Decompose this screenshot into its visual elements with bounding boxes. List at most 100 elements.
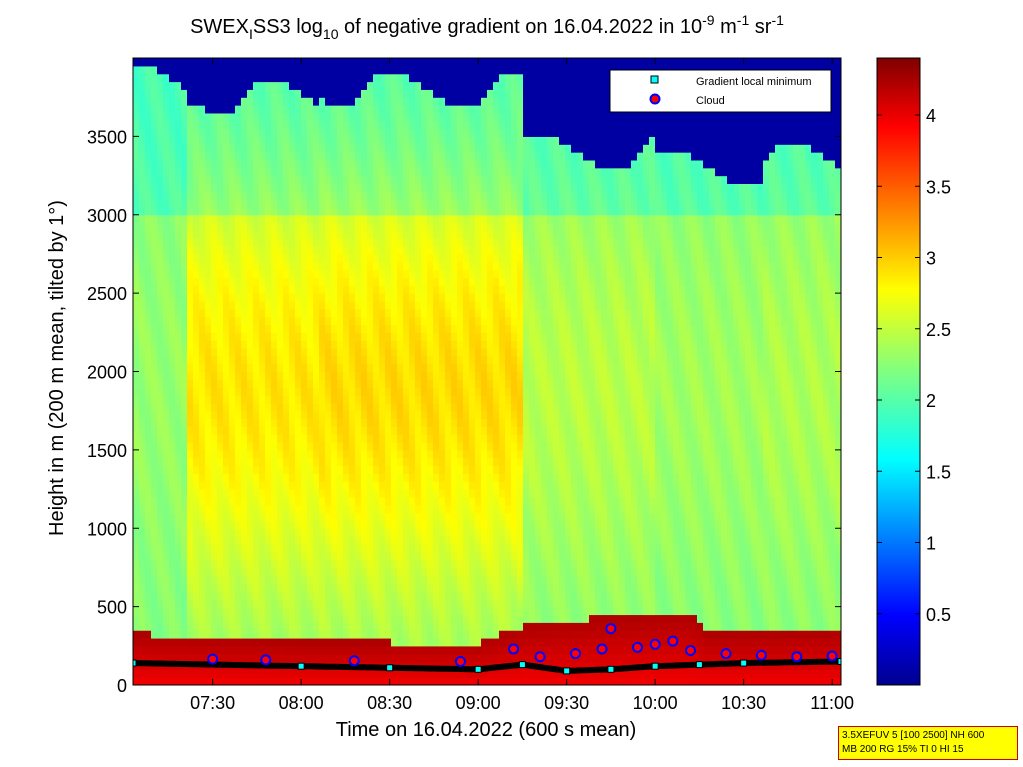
heatmap-cell xyxy=(499,481,506,490)
heatmap-cell xyxy=(379,128,386,137)
heatmap-cell xyxy=(175,332,182,341)
heatmap-cell xyxy=(145,81,152,90)
heatmap-cell xyxy=(379,175,386,184)
heatmap-cell xyxy=(451,144,458,153)
heatmap-cell xyxy=(301,316,308,326)
heatmap-cell xyxy=(175,402,182,412)
heatmap-cell xyxy=(487,246,494,255)
heatmap-cell xyxy=(361,238,368,247)
heatmap-cell xyxy=(169,489,176,498)
heatmap-cell xyxy=(427,379,434,388)
heatmap-cell xyxy=(175,58,182,67)
heatmap-cell xyxy=(349,136,356,145)
heatmap-cell xyxy=(379,261,386,271)
heatmap-cell xyxy=(349,677,356,685)
heatmap-cell xyxy=(199,371,206,380)
heatmap-cell xyxy=(217,159,224,169)
heatmap-cell xyxy=(337,481,344,490)
heatmap-cell xyxy=(277,536,284,545)
heatmap-cell xyxy=(283,504,290,514)
heatmap-cell xyxy=(445,536,452,545)
heatmap-cell xyxy=(373,637,380,647)
heatmap-cell xyxy=(451,442,458,451)
heatmap-cell xyxy=(493,583,500,592)
heatmap-cell xyxy=(331,105,338,114)
heatmap-cell xyxy=(355,112,362,122)
heatmap-cell xyxy=(193,551,200,561)
heatmap-cell xyxy=(253,112,260,122)
heatmap-cell xyxy=(373,73,380,83)
heatmap-cell xyxy=(133,418,140,427)
heatmap-cell xyxy=(205,559,212,569)
heatmap-cell xyxy=(433,152,440,161)
heatmap-cell xyxy=(475,528,482,537)
heatmap-cell xyxy=(163,191,170,200)
heatmap-cell xyxy=(403,293,410,302)
heatmap-cell xyxy=(355,457,362,467)
heatmap-cell xyxy=(427,465,434,474)
heatmap-cell xyxy=(241,97,248,106)
heatmap-cell xyxy=(379,504,386,514)
heatmap-cell xyxy=(475,387,482,396)
heatmap-cell xyxy=(331,159,338,169)
heatmap-cell xyxy=(427,575,434,584)
heatmap-cell xyxy=(313,253,320,263)
heatmap-cell xyxy=(433,630,440,639)
heatmap-cell xyxy=(409,340,416,349)
heatmap-cell xyxy=(193,559,200,569)
heatmap-cell xyxy=(151,559,158,569)
heatmap-cell xyxy=(223,277,230,286)
heatmap-cell xyxy=(361,144,368,153)
heatmap-cell xyxy=(409,449,416,459)
heatmap-cell xyxy=(253,253,260,263)
heatmap-cell xyxy=(163,206,170,216)
heatmap-cell xyxy=(157,559,164,569)
heatmap-cell xyxy=(163,379,170,388)
heatmap-cell xyxy=(427,167,434,177)
heatmap-cell xyxy=(313,332,320,341)
heatmap-cell xyxy=(445,434,452,443)
heatmap-cell xyxy=(301,512,308,522)
heatmap-cell xyxy=(361,253,368,263)
heatmap-cell xyxy=(265,442,272,451)
heatmap-cell xyxy=(259,387,266,396)
heatmap-cell xyxy=(289,152,296,161)
heatmap-cell xyxy=(385,395,392,404)
heatmap-cell xyxy=(463,308,470,318)
heatmap-cell xyxy=(379,340,386,349)
heatmap-cell xyxy=(271,481,278,490)
heatmap-cell xyxy=(481,481,488,490)
heatmap-cell xyxy=(367,543,374,553)
heatmap-cell xyxy=(277,285,284,294)
heatmap-cell xyxy=(139,81,146,90)
heatmap-cell xyxy=(229,669,236,678)
heatmap-cell xyxy=(487,355,494,365)
heatmap-cell xyxy=(403,222,410,232)
heatmap-cell xyxy=(493,551,500,561)
heatmap-cell xyxy=(133,551,140,561)
heatmap-cell xyxy=(397,653,404,663)
heatmap-cell xyxy=(451,316,458,326)
heatmap-cell xyxy=(307,159,314,169)
heatmap-cell xyxy=(427,630,434,639)
heatmap-cell xyxy=(175,214,182,224)
heatmap-cell xyxy=(487,199,494,208)
heatmap-cell xyxy=(289,426,296,435)
heatmap-cell xyxy=(331,285,338,294)
heatmap-cell xyxy=(427,355,434,365)
heatmap-cell xyxy=(253,340,260,349)
heatmap-cell xyxy=(157,65,164,75)
heatmap-cell xyxy=(325,583,332,592)
heatmap-cell xyxy=(331,65,338,75)
heatmap-cell xyxy=(187,590,194,600)
heatmap-cell xyxy=(211,128,218,137)
heatmap-cell xyxy=(451,520,458,529)
heatmap-cell xyxy=(307,293,314,302)
heatmap-cell xyxy=(259,543,266,553)
heatmap-cell xyxy=(457,308,464,318)
heatmap-cell xyxy=(463,536,470,545)
heatmap-cell xyxy=(295,73,302,83)
heatmap-cell xyxy=(235,277,242,286)
heatmap-cell xyxy=(151,120,158,130)
heatmap-cell xyxy=(235,222,242,232)
